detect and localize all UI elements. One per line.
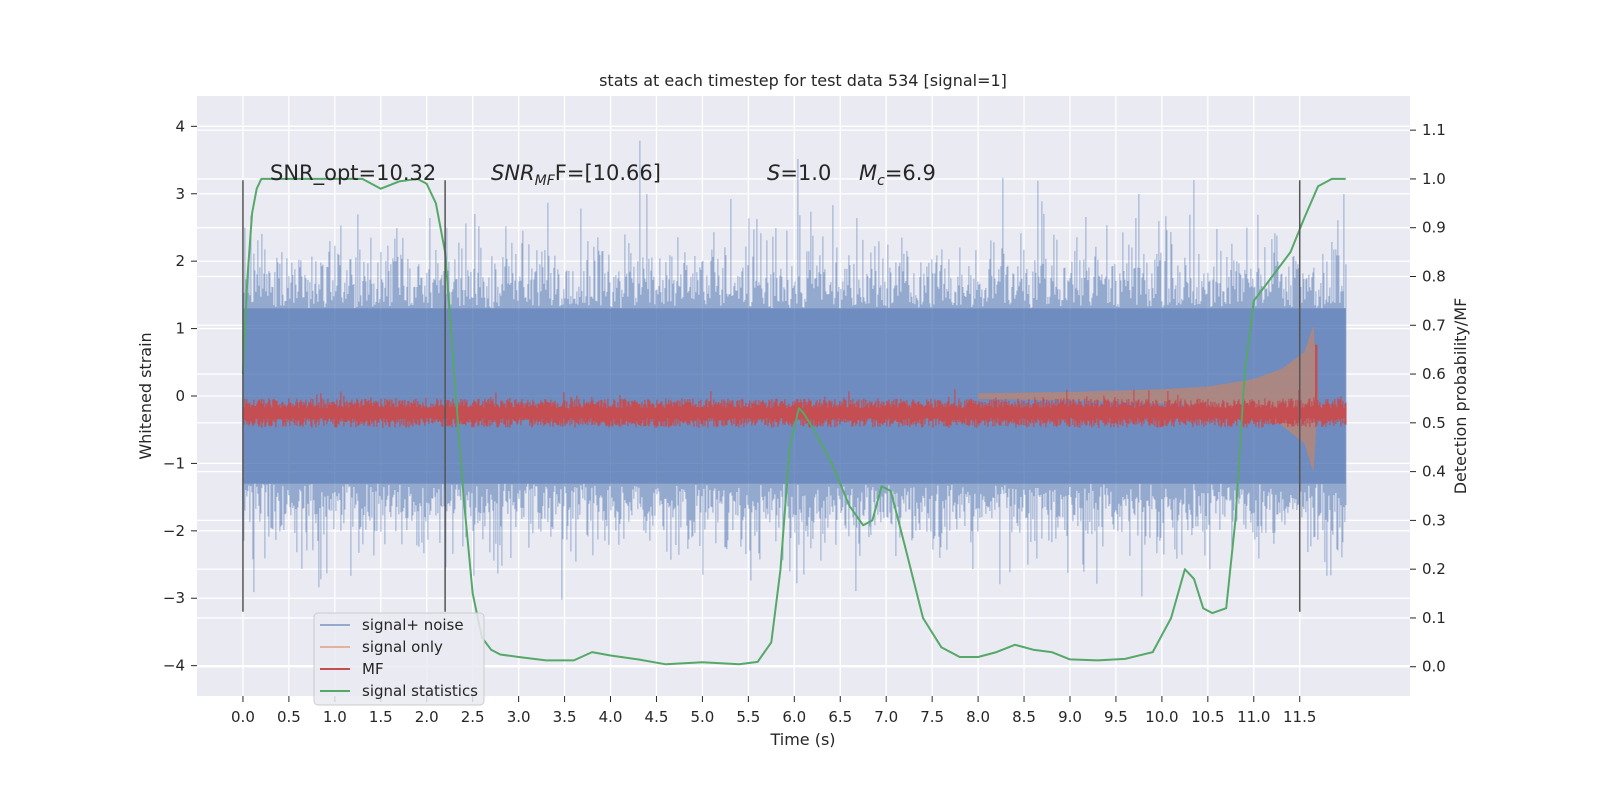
chart-title: stats at each timestep for test data 534… [599,71,1007,90]
y-tick-label-4: 4 [175,117,185,135]
x-tick-label-11-0: 11.0 [1237,708,1270,726]
x-tick-label-11-5: 11.5 [1283,708,1316,726]
y2-tick-label-0-2: 0.2 [1422,560,1446,578]
y-tick-label-minus1: −1 [163,454,185,472]
x-tick-label-5-0: 5.0 [690,708,714,726]
x-tick-label-5-5: 5.5 [736,708,760,726]
legend-label-signal-only: signal only [362,638,443,656]
y2-axis-label: Detection probability/MF [1451,298,1470,495]
annotation-mc-main: M [859,161,877,185]
x-tick-label-1-5: 1.5 [369,708,393,726]
annotation-mc-sub: c [877,173,885,189]
annotation-mc: Mc=6.9 [859,161,936,189]
x-tick-label-6-5: 6.5 [828,708,852,726]
x-tick-label-4-0: 4.0 [599,708,623,726]
annotation-snr-mf: SNRMFF=[10.66] [491,161,661,189]
x-tick-label-10-0: 10.0 [1145,708,1178,726]
y-tick-label-minus3: −3 [163,589,185,607]
y2-tick-label-0-5: 0.5 [1422,414,1446,432]
legend-box [313,612,485,706]
series-signal-statistics [241,177,1346,666]
annotation-s: S=1.0 [767,161,831,185]
x-tick-label-1-0: 1.0 [323,708,347,726]
series-layer [241,140,1347,666]
x-tick-label-3-0: 3.0 [507,708,531,726]
annotation-snr-mf-value: F=[10.66] [555,161,661,185]
legend: signal+ noise signal only MF signal stat… [313,612,485,706]
x-tick-label-8-0: 8.0 [966,708,990,726]
x-tick-label-2-0: 2.0 [415,708,439,726]
legend-label-signal-statistics: signal statistics [362,682,478,700]
y2-tick-label-0-9: 0.9 [1422,219,1446,237]
vertical-markers [242,180,1301,612]
annotation-snr-mf-main: SNR [491,161,535,185]
annotation-snr-mf-sub: MF [535,173,556,189]
annotation-s-main: S [767,161,780,185]
x-axis-label: Time (s) [769,730,835,749]
right-axis-ticks: 1.1 1.0 0.9 0.8 0.7 0.6 0.5 0.4 0.3 0.2 0.1 0.0 [1410,121,1446,676]
y2-tick-label-0-6: 0.6 [1422,365,1446,383]
y2-tick-label-0-4: 0.4 [1422,463,1446,481]
y2-tick-label-0-7: 0.7 [1422,316,1446,334]
annotation-mc-value: =6.9 [885,161,936,185]
left-axis-ticks: 4 3 2 1 0 −1 −2 −3 −4 [163,117,197,675]
x-tick-label-2-5: 2.5 [461,708,485,726]
y2-tick-label-0-3: 0.3 [1422,511,1446,529]
y2-tick-label-1-0: 1.0 [1422,170,1446,188]
legend-label-signal-noise: signal+ noise [362,616,464,634]
bottom-axis-ticks: 0.0 0.5 1.0 1.5 2.0 2.5 3.0 3.5 4.0 4.5 5.0 5.5 6.0 6… [231,696,1316,726]
x-tick-label-4-5: 4.5 [645,708,669,726]
y-tick-label-2: 2 [175,252,185,270]
x-tick-label-9-5: 9.5 [1104,708,1128,726]
y2-tick-label-0-0: 0.0 [1422,658,1446,676]
y2-tick-label-1-1: 1.1 [1422,121,1446,139]
series-signal-only [978,326,1319,472]
y2-tick-label-0-8: 0.8 [1422,267,1446,285]
annotation-s-value: =1.0 [780,161,831,185]
annotation-snr-opt: SNR_opt=10.32 [270,161,436,186]
x-tick-label-8-5: 8.5 [1012,708,1036,726]
x-tick-label-0-5: 0.5 [277,708,301,726]
x-tick-label-10-5: 10.5 [1191,708,1224,726]
x-tick-label-7-5: 7.5 [920,708,944,726]
y-tick-label-0: 0 [175,387,185,405]
y2-tick-label-0-1: 0.1 [1422,609,1446,627]
y-axis-label: Whitened strain [136,332,155,459]
y-tick-label-1: 1 [175,320,185,338]
y-tick-label-minus2: −2 [163,522,185,540]
x-tick-label-9-0: 9.0 [1058,708,1082,726]
x-tick-label-3-5: 3.5 [553,708,577,726]
x-tick-label-0-0: 0.0 [231,708,255,726]
y-tick-label-3: 3 [175,185,185,203]
y-tick-label-minus4: −4 [163,657,185,675]
x-tick-label-6-0: 6.0 [782,708,806,726]
x-tick-label-7-0: 7.0 [874,708,898,726]
legend-label-mf: MF [362,660,384,678]
